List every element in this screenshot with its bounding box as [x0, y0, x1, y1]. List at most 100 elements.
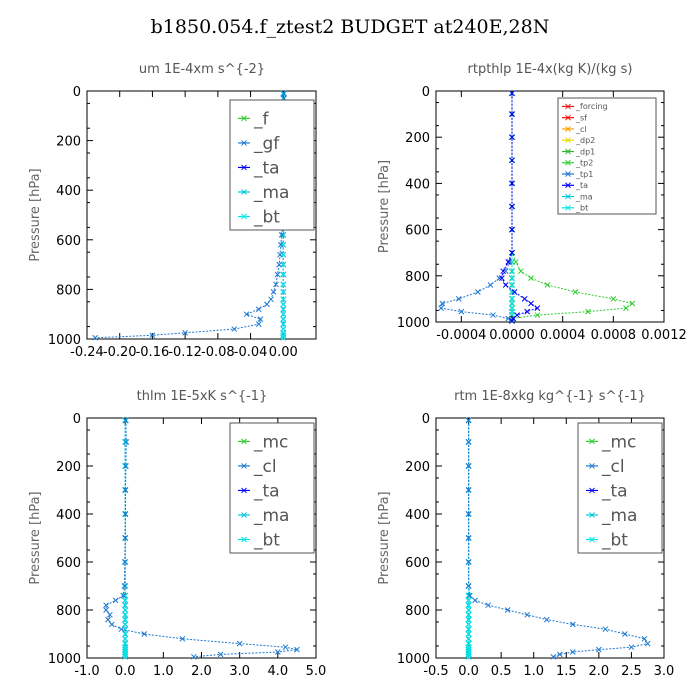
data-point	[509, 226, 515, 233]
y-tick-label: 800	[405, 604, 430, 619]
data-point	[502, 282, 509, 288]
x-tick-label: 1.0	[153, 664, 174, 679]
legend-marker	[589, 463, 595, 469]
legend-box	[229, 99, 315, 231]
data-point	[496, 275, 503, 281]
data-point	[534, 305, 541, 311]
data-point	[270, 289, 277, 295]
legend-marker	[241, 189, 247, 195]
legend-marker	[565, 193, 571, 200]
data-point	[280, 321, 287, 327]
data-point	[465, 631, 472, 637]
data-point	[179, 635, 186, 642]
y-tick-label: 200	[405, 460, 430, 475]
legend-entry: _ma	[253, 506, 289, 526]
series-line-ta	[501, 93, 539, 322]
legend-marker	[241, 487, 247, 494]
y-tick-label: 200	[56, 135, 81, 150]
data-point	[509, 111, 515, 117]
data-point	[280, 316, 287, 323]
x-tick-label: 3.0	[654, 664, 675, 679]
legend-entry: _bt	[253, 207, 280, 227]
y-tick-label: 600	[56, 234, 81, 249]
x-tick-label: -0.24	[70, 345, 104, 360]
data-point	[282, 644, 289, 651]
data-point	[610, 296, 617, 302]
data-point	[458, 308, 465, 315]
data-point	[465, 463, 472, 469]
legend-marker	[565, 114, 571, 121]
data-point	[280, 332, 287, 339]
y-tick-label: 600	[405, 556, 430, 571]
legend-entry: _ta	[601, 481, 628, 501]
legend-entry: _dp1	[575, 147, 595, 156]
x-tick-label: 2.0	[589, 664, 610, 679]
data-point	[122, 439, 129, 445]
data-point	[122, 611, 129, 618]
data-point	[465, 621, 472, 628]
data-point	[107, 611, 113, 618]
data-point	[118, 626, 125, 633]
legend-marker	[565, 103, 571, 110]
y-axis-label: Pressure [hPa]	[377, 160, 392, 253]
legend: _forcing _sf _cl _dp2 _dp1 _tp2 _tp1 _ta _ma _bt	[557, 97, 657, 215]
data-point	[122, 607, 129, 613]
data-point	[236, 640, 243, 647]
data-point	[231, 326, 238, 332]
data-point	[276, 261, 283, 268]
legend-marker	[565, 159, 571, 166]
data-point	[622, 631, 628, 637]
data-point	[509, 134, 515, 141]
data-point	[472, 597, 478, 604]
data-point	[217, 651, 224, 658]
data-point	[122, 616, 129, 623]
data-point	[465, 651, 472, 658]
data-point	[121, 559, 128, 565]
legend-entry: _ta	[253, 481, 280, 501]
legend-entry: _dp2	[575, 136, 595, 145]
legend-entry: _cl	[253, 457, 277, 477]
data-point	[505, 315, 512, 322]
data-point	[509, 296, 515, 302]
legend-entry: _sf	[575, 114, 587, 123]
legend-marker	[241, 213, 247, 220]
data-point	[280, 301, 287, 308]
data-point	[534, 312, 541, 318]
data-point	[623, 305, 629, 311]
data-point	[455, 296, 462, 302]
data-point	[465, 487, 472, 493]
y-axis-label: Pressure [hPa]	[28, 491, 43, 584]
data-point	[123, 417, 129, 424]
data-point	[506, 259, 513, 265]
panel-title: thlm 1E-5xK s^{-1}	[137, 389, 268, 404]
legend-entry: _forcing	[575, 102, 608, 111]
legend-entry: _tp1	[575, 170, 593, 179]
data-point	[502, 268, 509, 275]
plot-frame	[435, 417, 665, 659]
legend-box	[229, 422, 315, 554]
data-point	[465, 559, 472, 565]
data-point	[182, 329, 188, 336]
data-point	[141, 631, 148, 637]
y-tick-label: 1000	[48, 333, 81, 348]
data-point	[122, 463, 129, 469]
legend-marker	[241, 512, 247, 518]
data-point	[280, 296, 287, 303]
data-point	[255, 306, 262, 313]
data-point	[280, 271, 287, 278]
data-point	[543, 616, 550, 623]
plot-frame	[435, 90, 665, 323]
data-point	[280, 329, 287, 336]
data-point	[504, 607, 511, 613]
data-point	[509, 180, 515, 187]
data-point	[556, 651, 563, 658]
data-point	[569, 621, 576, 628]
data-point	[122, 649, 129, 655]
y-tick-label: 0	[422, 85, 430, 100]
data-point	[122, 511, 129, 517]
data-point	[528, 300, 534, 307]
legend-marker	[589, 536, 595, 543]
y-tick-label: 0	[73, 412, 81, 427]
legend-marker	[241, 164, 247, 171]
legend-marker	[241, 463, 247, 469]
